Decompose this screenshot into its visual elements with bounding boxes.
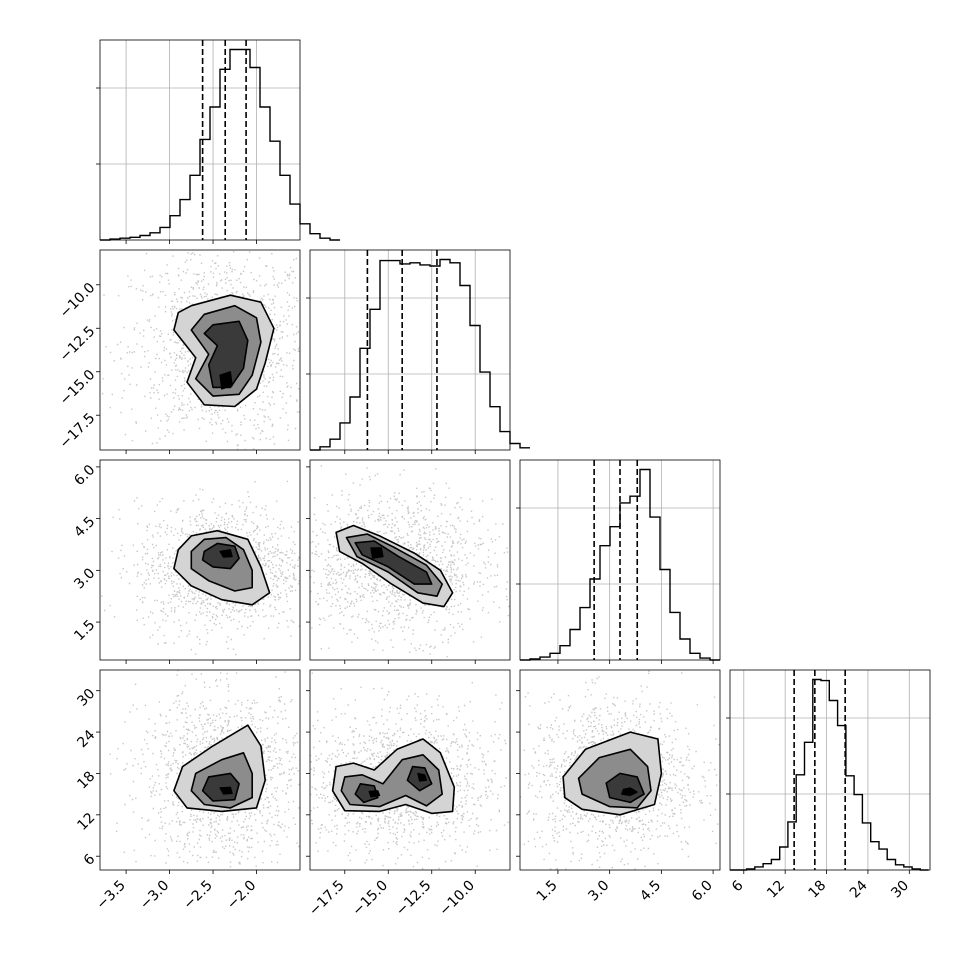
axes-frame: [309, 459, 511, 661]
contour-level-4: [621, 787, 638, 797]
density-layer: [101, 480, 300, 656]
contour-level-4: [219, 549, 233, 558]
histogram-panel-0: [96, 39, 340, 244]
contour-level-3: [354, 782, 379, 804]
histogram-panel-2: [516, 459, 721, 664]
x-tick-label: −2.0: [224, 878, 259, 913]
y-tick-label: 6.0: [71, 462, 98, 489]
x-tick-label: 3.0: [585, 878, 612, 905]
axes-frame: [99, 459, 301, 661]
axes-frame: [519, 669, 721, 871]
histogram-panel-1: [306, 249, 530, 454]
scatter-points: [101, 480, 300, 656]
axes-frame: [309, 669, 511, 871]
contour-level-4: [219, 786, 233, 795]
histogram-step-1: [310, 258, 530, 451]
axes-frame: [99, 669, 301, 871]
contour-level-4: [417, 772, 428, 782]
histogram-step-3: [730, 678, 929, 871]
histogram-panel-3: [726, 669, 931, 874]
scatter-panel-2-1: [306, 459, 511, 664]
y-tick-label: 6: [81, 851, 99, 869]
density-layer: [100, 670, 300, 868]
x-tick-label: −3.0: [137, 878, 172, 913]
scatter-panel-2-0: [96, 459, 301, 664]
axes-frame: [99, 39, 301, 241]
axes-frame: [519, 459, 721, 661]
density-layer: [310, 672, 509, 870]
axes-frame: [309, 249, 511, 451]
scatter-panel-1-0: [96, 249, 301, 454]
contour-level-3: [605, 772, 645, 804]
x-tick-label: 30: [888, 878, 912, 902]
x-tick-label: 18: [805, 878, 829, 902]
x-tick-label: 12: [764, 878, 788, 902]
x-tick-label: −3.5: [94, 878, 129, 913]
x-tick-label: 1.5: [534, 878, 561, 905]
contour-level-3: [201, 772, 240, 802]
scatter-panel-3-2: [516, 669, 721, 874]
y-tick-label: 4.5: [71, 514, 98, 541]
density-layer: [520, 670, 720, 870]
density-layer: [310, 460, 510, 658]
contour-level-4: [219, 371, 233, 390]
scatter-points: [310, 672, 509, 870]
y-tick-label: −10.0: [57, 280, 99, 322]
x-tick-label: −10.0: [436, 878, 478, 920]
y-tick-label: −12.5: [57, 323, 99, 365]
y-tick-label: 30: [74, 686, 98, 710]
y-tick-label: 3.0: [71, 565, 98, 592]
x-tick-label: 6.0: [689, 878, 716, 905]
y-tick-label: 24: [74, 727, 98, 751]
x-tick-label: 24: [847, 877, 871, 901]
axes-frame: [99, 249, 301, 451]
x-tick-label: −15.0: [349, 878, 391, 920]
y-tick-label: 12: [74, 810, 98, 834]
y-tick-label: 1.5: [71, 617, 98, 644]
x-tick-label: −12.5: [393, 878, 435, 920]
scatter-points: [310, 460, 510, 658]
density-layer: [102, 251, 300, 450]
scatter-panel-3-1: [306, 669, 511, 874]
axes-frame: [729, 669, 931, 871]
x-tick-label: 6: [729, 877, 747, 895]
histogram-step-0: [100, 48, 340, 241]
y-tick-label: −17.5: [57, 410, 99, 452]
x-tick-label: 4.5: [637, 878, 664, 905]
contour-level-4: [368, 790, 381, 798]
scatter-points: [100, 670, 300, 868]
contour-level-4: [370, 547, 384, 559]
scatter-panel-3-0: [96, 669, 301, 874]
y-tick-label: −15.0: [57, 367, 99, 409]
x-tick-label: −17.5: [306, 878, 348, 920]
y-tick-label: 18: [74, 768, 98, 792]
x-tick-label: −2.5: [181, 878, 216, 913]
